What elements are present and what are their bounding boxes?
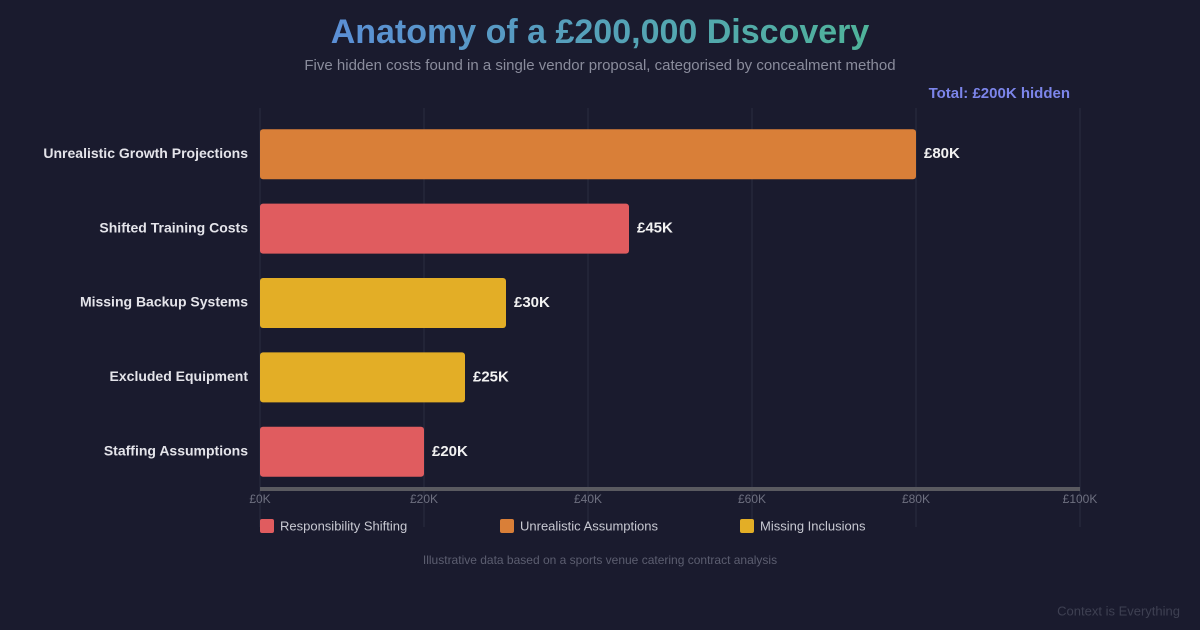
x-tick-label: £60K — [738, 492, 766, 506]
legend-label: Missing Inclusions — [760, 518, 866, 533]
bar — [260, 278, 506, 328]
y-tick-label: Staffing Assumptions — [104, 443, 248, 459]
y-tick-label: Missing Backup Systems — [80, 294, 248, 310]
value-label: £45K — [637, 220, 673, 237]
value-label: £25K — [473, 368, 509, 385]
x-tick-label: £20K — [410, 492, 438, 506]
y-tick-label: Excluded Equipment — [110, 368, 249, 384]
x-tick-label: £80K — [902, 492, 930, 506]
chart-subtitle: Five hidden costs found in a single vend… — [304, 57, 895, 74]
watermark: Context is Everything — [1057, 603, 1180, 618]
value-label: £30K — [514, 294, 550, 311]
legend-swatch — [500, 519, 514, 533]
bar — [260, 203, 629, 254]
y-tick-label: Shifted Training Costs — [99, 219, 248, 235]
value-label: £80K — [924, 145, 960, 162]
bar — [260, 129, 916, 180]
value-label: £20K — [432, 443, 468, 460]
legend-label: Unrealistic Assumptions — [520, 518, 658, 533]
legend-swatch — [740, 519, 754, 533]
total-annotation: Total: £200K hidden — [929, 85, 1070, 102]
bar — [260, 352, 465, 403]
x-tick-label: £100K — [1063, 492, 1098, 506]
chart-title: Anatomy of a £200,000 Discovery — [331, 13, 870, 51]
legend-label: Responsibility Shifting — [280, 518, 407, 533]
bar — [260, 426, 424, 477]
x-tick-label: £0K — [249, 492, 270, 506]
plot — [260, 129, 916, 477]
y-tick-label: Unrealistic Growth Projections — [43, 145, 248, 161]
x-tick-label: £40K — [574, 492, 602, 506]
legend-swatch — [260, 519, 274, 533]
footnote: Illustrative data based on a sports venu… — [423, 553, 777, 567]
